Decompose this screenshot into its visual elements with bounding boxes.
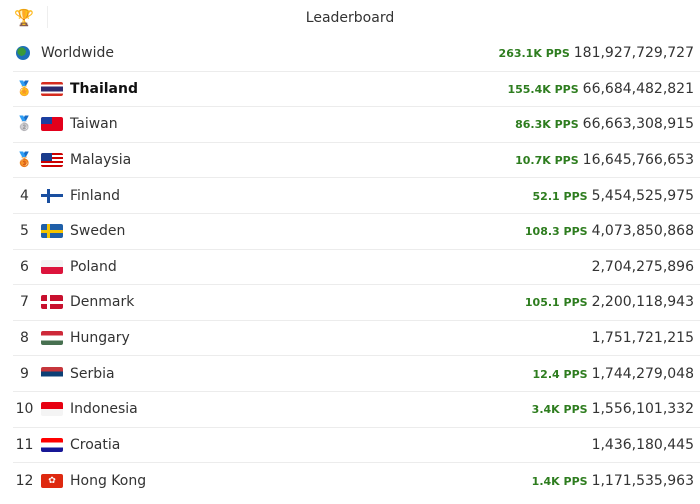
row-hong-kong[interactable]: 12 ✿ Hong Kong 1.4K PPS 1,171,535,963 [13,463,700,499]
score-value: 66,663,308,915 [582,116,694,133]
country-name: Taiwan [70,116,118,133]
silver-medal-icon: 🥈 [15,116,34,133]
pps-value: 3.4K PPS [531,403,588,417]
poland-flag-icon [41,259,63,274]
row-hungary[interactable]: 8 Hungary 1,751,721,215 [13,321,700,357]
country-name: Hong Kong [70,472,147,489]
rank: 6 [20,258,29,275]
country-name: Indonesia [70,401,138,418]
finland-flag-icon [41,188,63,203]
score-value: 1,751,721,215 [591,330,694,347]
pps-value: 155.4K PPS [507,82,579,96]
croatia-flag-icon [41,437,63,452]
trophy-icon[interactable]: 🏆 [14,8,34,27]
taiwan-flag-icon [41,117,63,132]
rank: 12 [15,472,34,489]
row-finland[interactable]: 4 Finland 52.1 PPS 5,454,525,975 [13,178,700,214]
thailand-flag-icon [41,81,63,96]
score-value: 4,073,850,868 [591,223,694,240]
leaderboard-header: 🏆 Leaderboard [0,0,700,36]
country-name: Thailand [70,80,138,97]
rank: 5 [20,223,29,240]
hong-kong-flag-icon: ✿ [41,473,63,488]
country-name: Poland [70,258,117,275]
row-taiwan[interactable]: 🥈 Taiwan 86.3K PPS 66,663,308,915 [13,107,700,143]
pps-value: 86.3K PPS [515,118,579,132]
row-indonesia[interactable]: 10 Indonesia 3.4K PPS 1,556,101,332 [13,392,700,428]
row-denmark[interactable]: 7 Denmark 105.1 PPS 2,200,118,943 [13,285,700,321]
pps-value: 105.1 PPS [524,296,588,310]
pps-value: 263.1K PPS [498,47,570,61]
rank: 9 [20,365,29,382]
sweden-flag-icon [41,224,63,239]
score-value: 1,556,101,332 [591,401,694,418]
gold-medal-icon: 🏅 [15,80,34,97]
row-sweden[interactable]: 5 Sweden 108.3 PPS 4,073,850,868 [13,214,700,250]
pps-value: 12.4 PPS [532,367,588,381]
score-value: 2,704,275,896 [591,258,694,275]
pps-value: 52.1 PPS [532,189,588,203]
row-worldwide[interactable]: Worldwide 263.1K PPS 181,927,729,727 [13,36,700,72]
country-name: Finland [70,187,121,204]
leaderboard-list: Worldwide 263.1K PPS 181,927,729,727 🏅 Th… [0,36,700,499]
country-name: Croatia [70,436,121,453]
pps-value: 10.7K PPS [515,154,579,168]
country-name: Worldwide [41,45,114,62]
country-name: Malaysia [70,152,132,169]
score-value: 1,171,535,963 [591,472,694,489]
rank: 10 [15,401,34,418]
pps-value: 1.4K PPS [531,474,588,488]
row-thailand[interactable]: 🏅 Thailand 155.4K PPS 66,684,482,821 [13,72,700,108]
score-value: 181,927,729,727 [573,45,694,62]
row-serbia[interactable]: 9 Serbia 12.4 PPS 1,744,279,048 [13,356,700,392]
serbia-flag-icon [41,366,63,381]
rank: 8 [20,330,29,347]
country-name: Denmark [70,294,135,311]
score-value: 2,200,118,943 [591,294,694,311]
rank: 4 [20,187,29,204]
score-value: 1,744,279,048 [591,365,694,382]
malaysia-flag-icon [41,153,63,168]
score-value: 16,645,766,653 [582,152,694,169]
divider [47,6,48,28]
rank: 11 [15,436,34,453]
indonesia-flag-icon [41,402,63,417]
score-value: 1,436,180,445 [591,436,694,453]
row-poland[interactable]: 6 Poland 2,704,275,896 [13,250,700,286]
globe-icon [16,46,30,61]
hungary-flag-icon [41,331,63,346]
bronze-medal-icon: 🥉 [15,152,34,169]
page-title: Leaderboard [305,10,395,26]
country-name: Sweden [70,223,126,240]
score-value: 5,454,525,975 [591,187,694,204]
row-malaysia[interactable]: 🥉 Malaysia 10.7K PPS 16,645,766,653 [13,143,700,179]
rank: 7 [20,294,29,311]
denmark-flag-icon [41,295,63,310]
country-name: Hungary [70,330,130,347]
pps-value: 108.3 PPS [524,225,588,239]
row-croatia[interactable]: 11 Croatia 1,436,180,445 [13,428,700,464]
country-name: Serbia [70,365,115,382]
score-value: 66,684,482,821 [582,80,694,97]
